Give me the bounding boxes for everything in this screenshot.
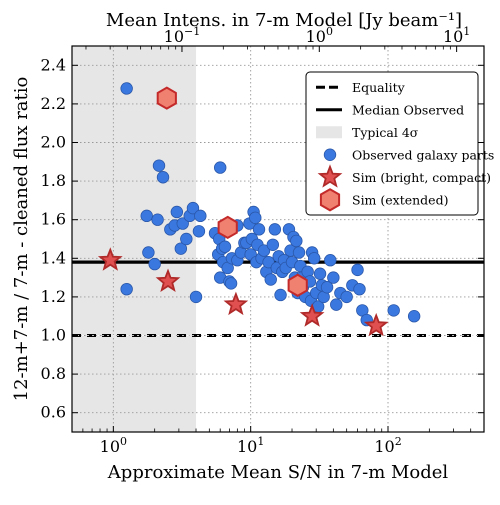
top-x-tick-label: 10−1 bbox=[164, 25, 201, 46]
legend-observed-label: Observed galaxy parts bbox=[352, 147, 494, 162]
sim-compact-point bbox=[155, 268, 181, 293]
y-axis-label: 12-m+7-m / 7-m - cleaned flux ratio bbox=[11, 77, 32, 402]
legend-median-observed-label: Median Observed bbox=[352, 102, 464, 117]
sim-extended-point bbox=[217, 215, 238, 240]
y-tick-label: 2.4 bbox=[41, 55, 66, 74]
y-tick-label: 0.6 bbox=[41, 403, 66, 422]
top-axis-label: Mean Intens. in 7-m Model [Jy beam⁻¹] bbox=[106, 10, 462, 31]
observed-point bbox=[266, 238, 280, 251]
legend: Equality Median Observed Typical 4σ Observe… bbox=[305, 71, 494, 216]
observed-point bbox=[186, 201, 200, 215]
observed-point bbox=[176, 217, 189, 230]
top-x-tick-label: 100 bbox=[306, 25, 333, 46]
observed-point bbox=[214, 161, 227, 174]
observed-point bbox=[327, 271, 340, 284]
observed-point bbox=[257, 244, 271, 257]
observed-point bbox=[307, 252, 321, 265]
observed-point bbox=[387, 304, 400, 317]
shaded-region bbox=[72, 46, 197, 432]
observed-point bbox=[407, 310, 421, 323]
observed-point bbox=[192, 225, 206, 238]
observed-point bbox=[320, 281, 334, 294]
x-axis-label: Approximate Mean S/N in 7-m Model bbox=[107, 462, 449, 483]
x-tick-label: 101 bbox=[237, 435, 264, 456]
legend-sim-compact-label: Sim (bright, compact) bbox=[352, 170, 491, 185]
observed-point bbox=[224, 277, 238, 290]
observed-point bbox=[264, 273, 277, 286]
observed-point bbox=[148, 257, 161, 271]
observed-point bbox=[194, 209, 207, 223]
observed-point bbox=[189, 290, 203, 304]
observed-point bbox=[290, 234, 303, 248]
legend-marker-circle bbox=[323, 148, 337, 161]
observed-point bbox=[351, 263, 364, 277]
legend-box bbox=[305, 71, 479, 216]
legend-sim-extended-label: Sim (extended) bbox=[352, 192, 448, 207]
observed-point bbox=[156, 171, 170, 184]
y-tick-label: 1.6 bbox=[41, 210, 66, 229]
y-tick-label: 2.0 bbox=[41, 133, 66, 152]
legend-shaded-symbol bbox=[316, 126, 342, 139]
observed-point bbox=[142, 246, 155, 259]
observed-point bbox=[120, 282, 133, 296]
y-tick-label: 2.2 bbox=[41, 94, 66, 113]
observed-point bbox=[340, 290, 353, 304]
observed-point bbox=[170, 205, 184, 219]
sim-extended-point bbox=[156, 86, 177, 110]
observed-point bbox=[292, 246, 306, 259]
y-tick-label: 1.4 bbox=[41, 248, 66, 267]
observed-point bbox=[120, 82, 133, 95]
x-tick-label: 102 bbox=[374, 435, 401, 456]
observed-point bbox=[268, 223, 282, 236]
legend-marker-star bbox=[317, 164, 343, 188]
observed-point bbox=[140, 209, 153, 223]
x-tick-label: 100 bbox=[100, 435, 127, 456]
y-tick-label: 1.8 bbox=[41, 171, 66, 190]
sim-compact-point bbox=[363, 312, 389, 337]
y-tick-label: 1.2 bbox=[41, 287, 66, 306]
observed-point bbox=[152, 159, 166, 172]
sim-compact-point bbox=[223, 291, 249, 316]
observed-point bbox=[249, 211, 262, 224]
legend-typical-4sigma-label: Typical 4σ bbox=[352, 125, 419, 140]
observed-point bbox=[174, 242, 188, 255]
observed-point bbox=[330, 298, 343, 311]
sim-extended-point bbox=[287, 273, 308, 297]
legend-equality-label: Equality bbox=[352, 80, 406, 95]
observed-point bbox=[218, 240, 232, 253]
observed-point bbox=[274, 288, 287, 302]
observed-point bbox=[252, 223, 266, 236]
y-tick-label: 1.0 bbox=[41, 326, 66, 345]
observed-point bbox=[324, 254, 337, 267]
observed-point bbox=[180, 232, 193, 246]
observed-point bbox=[353, 282, 366, 296]
legend-marker-hexagon bbox=[319, 188, 341, 212]
observed-point bbox=[151, 213, 164, 226]
top-x-tick-label: 101 bbox=[443, 25, 470, 46]
plot-area: 0.6 0.8 1.0 1.2 1.4 1.6 1.8 2.0 2.2 2.4 100 101 102 1… bbox=[41, 25, 495, 456]
sim-compact-point bbox=[299, 303, 325, 327]
y-tick-label: 0.8 bbox=[41, 364, 66, 383]
sim-compact-point bbox=[97, 247, 123, 271]
observed-point bbox=[313, 267, 327, 280]
